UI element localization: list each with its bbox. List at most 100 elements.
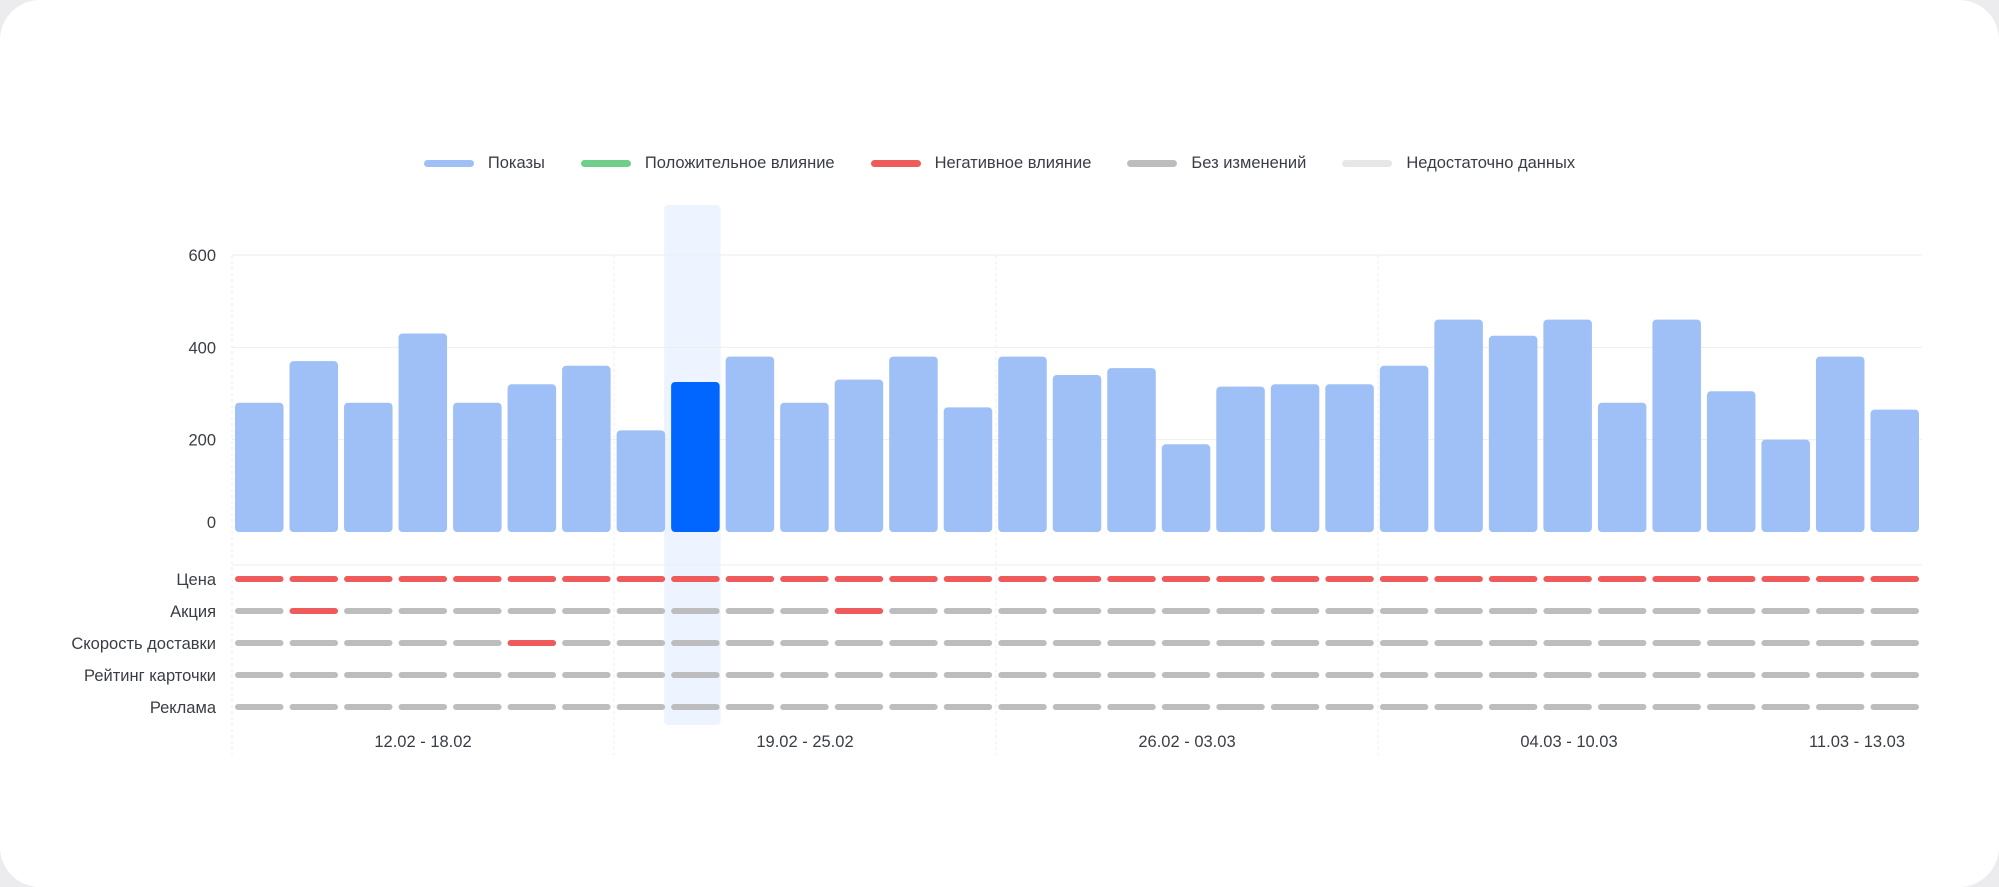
factor-cell [616, 704, 666, 710]
factor-cell [1597, 704, 1647, 710]
bar-selected [671, 381, 720, 532]
y-tick-label: 400 [188, 339, 216, 357]
factor-cell [1706, 576, 1756, 582]
factor-cell [562, 672, 611, 678]
factor-cell [344, 640, 393, 646]
factor-cell [1761, 672, 1810, 678]
factor-cell [1543, 576, 1592, 582]
factor-cell [998, 704, 1047, 710]
factor-cell [834, 672, 884, 678]
factor-cell [1543, 640, 1592, 646]
factor-cell [889, 704, 938, 710]
factor-cell [671, 576, 720, 582]
bar [562, 365, 611, 532]
factor-cell [1543, 608, 1592, 614]
factor-cell [1652, 608, 1701, 614]
factor-cell [943, 640, 993, 646]
factor-cell [1325, 576, 1374, 582]
factor-cell [1270, 608, 1320, 614]
factor-cell [1216, 672, 1265, 678]
factor-cell [507, 640, 557, 646]
legend-swatch-impressions [423, 160, 474, 167]
legend-item-no-change[interactable]: Без изменений [1127, 154, 1306, 173]
factor-cell [1870, 640, 1919, 646]
factor-cell [1761, 608, 1810, 614]
factor-cell [889, 640, 938, 646]
factor-cell [671, 704, 720, 710]
factor-cell [1488, 672, 1538, 678]
bar [1379, 365, 1429, 532]
factor-cell [1107, 576, 1156, 582]
bar [943, 407, 993, 532]
legend-item-impressions[interactable]: Показы [423, 154, 545, 173]
bar [1325, 384, 1374, 532]
factor-cell [507, 608, 557, 614]
factor-cell [1488, 608, 1538, 614]
factor-cell [1434, 608, 1483, 614]
week-label: 12.02 - 18.02 [374, 733, 471, 751]
factor-cell [780, 608, 829, 614]
factor-cell [1216, 576, 1265, 582]
legend-label-negative: Негативное влияние [934, 154, 1092, 172]
factor-cell [507, 704, 557, 710]
bar [1052, 375, 1102, 532]
factor-cell [1325, 672, 1374, 678]
bar [1543, 319, 1592, 532]
factor-cell [562, 608, 611, 614]
legend-label-no-data: Недостаточно данных [1406, 154, 1576, 172]
factor-cell [1815, 640, 1865, 646]
factor-cell [235, 576, 284, 582]
bar [398, 333, 448, 532]
factor-cell [1706, 672, 1756, 678]
legend-item-positive[interactable]: Положительное влияние [580, 154, 835, 173]
factor-cell [725, 672, 775, 678]
factor-cell [289, 640, 339, 646]
bar [344, 402, 393, 532]
bar [1107, 368, 1156, 532]
factor-cell [1488, 704, 1538, 710]
factor-cell [235, 704, 284, 710]
bar [834, 379, 884, 532]
factor-cell [562, 704, 611, 710]
factor-label: Рейтинг карточки [84, 667, 216, 685]
factor-cell [562, 640, 611, 646]
bar [1597, 402, 1647, 532]
factor-cell [1161, 608, 1211, 614]
factor-cell [507, 672, 557, 678]
factor-cell [1543, 672, 1592, 678]
factor-cell [1488, 640, 1538, 646]
factor-cell [1052, 608, 1102, 614]
legend-swatch-positive [580, 160, 631, 167]
factor-label: Скорость доставки [71, 635, 216, 653]
factor-cell [671, 640, 720, 646]
week-label: 26.02 - 03.03 [1138, 733, 1235, 751]
legend-item-no-data[interactable]: Недостаточно данных [1342, 154, 1575, 173]
factor-cell [725, 576, 775, 582]
bar [289, 361, 339, 532]
factor-cell [671, 672, 720, 678]
factor-label: Акция [170, 603, 216, 621]
factor-cell [834, 576, 884, 582]
bar [616, 430, 666, 532]
factor-cell [1325, 704, 1374, 710]
factor-cell [289, 672, 339, 678]
factor-cell [453, 608, 502, 614]
factor-cell [943, 672, 993, 678]
bar [1870, 409, 1919, 532]
factor-cell [834, 640, 884, 646]
factor-cell [1107, 704, 1156, 710]
legend-item-negative[interactable]: Негативное влияние [870, 154, 1092, 173]
factor-cell [1379, 608, 1429, 614]
bar [889, 356, 938, 532]
factor-cell [1434, 576, 1483, 582]
factor-cell [780, 576, 829, 582]
factor-cell [1597, 640, 1647, 646]
factor-cell [1107, 608, 1156, 614]
factor-cell [344, 704, 393, 710]
bar [780, 402, 829, 532]
week-label: 04.03 - 10.03 [1520, 733, 1617, 751]
factor-cell [1270, 640, 1320, 646]
factor-cell [1488, 576, 1538, 582]
factor-cell [1216, 640, 1265, 646]
